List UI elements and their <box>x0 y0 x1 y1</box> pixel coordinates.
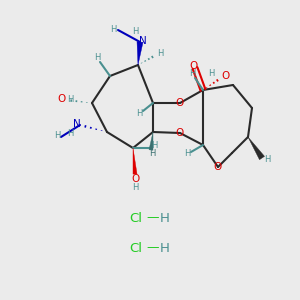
Text: Cl: Cl <box>130 212 142 224</box>
Text: H: H <box>110 25 116 34</box>
Text: O: O <box>221 71 229 81</box>
Text: H: H <box>160 212 170 224</box>
Text: O: O <box>176 128 184 138</box>
Text: H: H <box>160 242 170 254</box>
Polygon shape <box>137 42 143 65</box>
Polygon shape <box>149 132 153 150</box>
Text: H: H <box>67 94 73 103</box>
Text: H: H <box>264 154 270 164</box>
Text: H: H <box>184 149 190 158</box>
Text: O: O <box>176 98 184 108</box>
Text: H: H <box>132 182 138 191</box>
Text: H: H <box>54 131 60 140</box>
Text: Cl: Cl <box>130 242 142 254</box>
Text: H: H <box>94 53 100 62</box>
Text: H: H <box>208 70 214 79</box>
Text: H: H <box>151 142 157 151</box>
Text: O: O <box>189 61 197 71</box>
Text: H: H <box>149 149 155 158</box>
Text: H: H <box>132 28 138 37</box>
Text: H: H <box>189 70 195 79</box>
Polygon shape <box>133 148 137 174</box>
Text: O: O <box>58 94 66 104</box>
Text: O: O <box>214 162 222 172</box>
Text: —: — <box>147 212 159 224</box>
Polygon shape <box>248 137 265 160</box>
Text: N: N <box>73 119 81 129</box>
Text: H: H <box>136 110 142 118</box>
Text: N: N <box>139 36 147 46</box>
Text: —: — <box>147 242 159 254</box>
Text: H: H <box>157 49 163 58</box>
Text: O: O <box>131 174 139 184</box>
Text: H: H <box>67 128 73 137</box>
